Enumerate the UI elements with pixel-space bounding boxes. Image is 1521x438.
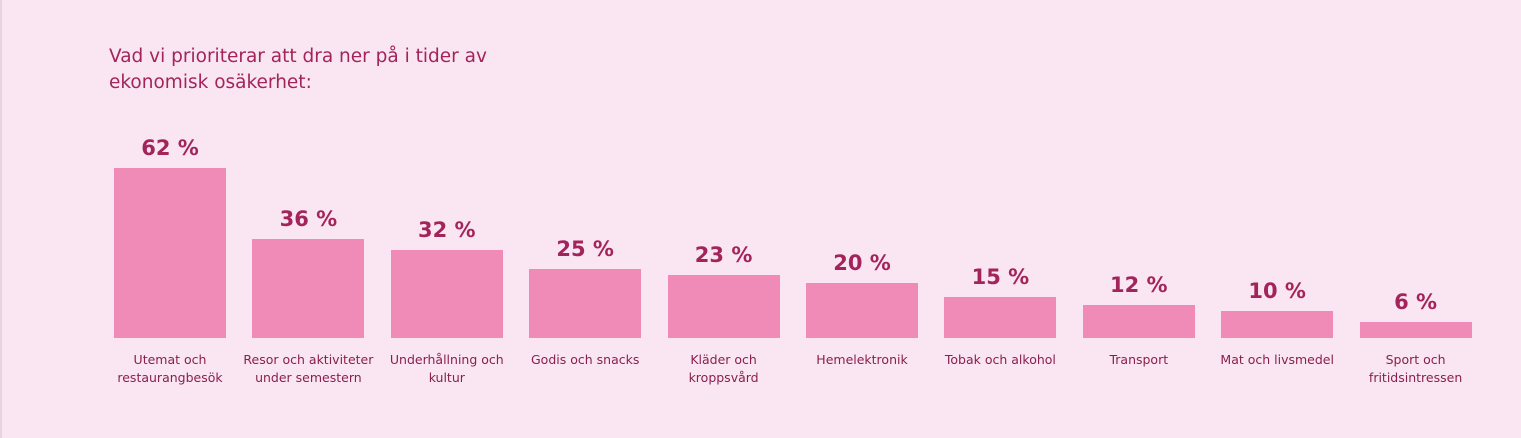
x-tick-label: Kläder och kroppsvård (688, 352, 759, 385)
bar (114, 168, 226, 338)
x-tick-label: Sport och fritidsintressen (1368, 352, 1463, 385)
value-label: 10 % (1248, 278, 1306, 303)
x-tick-label: Underhållning och kultur (389, 352, 504, 385)
bar (529, 269, 642, 338)
x-tick-label: Mat och livsmedel (1220, 352, 1334, 367)
x-tick-label: Tobak och alkohol (944, 352, 1056, 367)
bar (1082, 305, 1195, 338)
value-label: 25 % (556, 237, 614, 262)
x-tick-label: Utemat och restaurangbesök (117, 352, 223, 385)
value-label: 15 % (971, 264, 1030, 289)
bar (944, 296, 1057, 338)
x-tick-label: Hemelektronik (816, 352, 908, 367)
bar (1359, 321, 1472, 338)
bar (390, 250, 503, 338)
bar (1221, 310, 1334, 338)
value-label: 36 % (279, 207, 338, 232)
bar (667, 274, 780, 338)
bar (806, 283, 918, 338)
value-label: 6 % (1394, 289, 1438, 314)
value-label: 12 % (1110, 273, 1168, 298)
chart-title: Vad vi prioriterar att dra ner på i tide… (109, 46, 487, 93)
value-label: 23 % (694, 242, 753, 267)
x-tick-label: Resor och aktiviteter under semestern (243, 352, 374, 385)
value-label: 62 % (141, 136, 199, 160)
x-tick-label: Transport (1109, 352, 1169, 367)
value-label: 32 % (418, 218, 476, 243)
value-label: 20 % (833, 251, 891, 276)
x-tick-label: Godis och snacks (531, 352, 640, 367)
bar (252, 239, 365, 338)
